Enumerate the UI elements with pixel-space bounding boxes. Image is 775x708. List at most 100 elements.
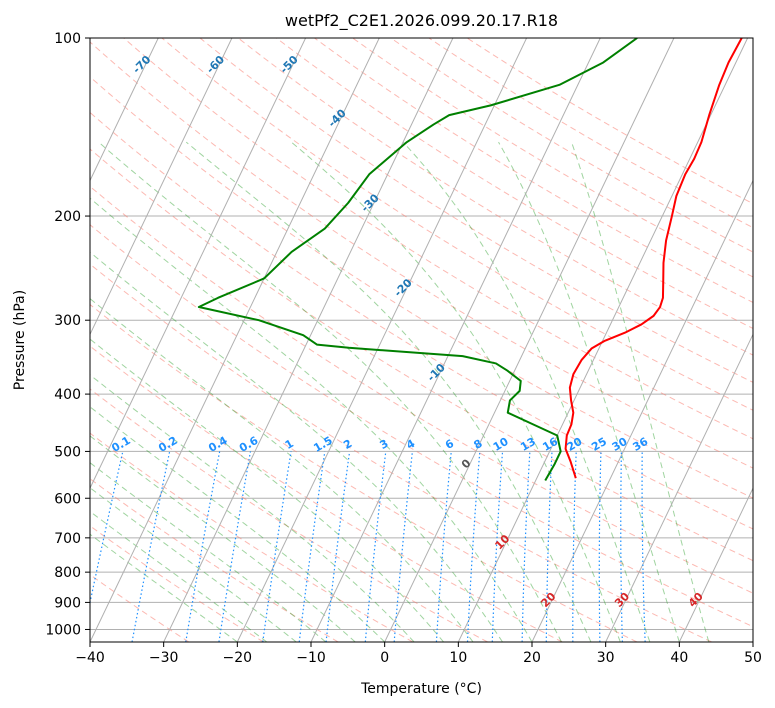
y-tick-label: 400	[54, 387, 81, 403]
moist-adiabat-line	[90, 374, 415, 642]
moist-adiabat-line	[90, 435, 356, 642]
x-tick-label: 30	[597, 650, 615, 666]
moist-adiabat-line	[98, 141, 562, 642]
isotherm-label: -60	[204, 53, 227, 76]
moist-adiabat-line	[498, 141, 680, 642]
y-axis: 100 200 300 400 500 600 700 800 900 1000	[45, 31, 90, 638]
mixing-ratio-line	[598, 451, 602, 642]
skewed-isotherms	[0, 38, 753, 642]
x-axis: −40 −30 −20 −10 0 10 20 30 40 50	[75, 642, 762, 666]
mixing-ratio-line	[435, 451, 452, 642]
mixing-ratio-label: 2	[341, 437, 354, 452]
y-tick-label: 300	[54, 313, 81, 329]
mixing-ratio-line	[393, 451, 414, 642]
plot-frame	[89, 37, 754, 643]
mixing-ratio-label: 4	[404, 437, 417, 452]
dry-adiabat-line	[90, 111, 753, 530]
y-tick-label: 900	[54, 595, 81, 611]
isotherm-label: -20	[392, 276, 415, 299]
x-tick-label: 40	[670, 650, 688, 666]
x-tick-label: 10	[449, 650, 467, 666]
moist-adiabat-line	[90, 406, 386, 642]
isotherm-line	[457, 38, 749, 642]
y-tick-label: 1000	[45, 622, 81, 638]
mixing-ratio-line	[572, 451, 577, 642]
x-tick-label: −20	[223, 650, 253, 666]
dry-adiabat-line	[90, 388, 488, 642]
dry-adiabat-line	[90, 432, 414, 642]
mixing-ratio-label: 3	[378, 437, 391, 452]
mixing-ratio-line	[185, 451, 221, 642]
x-tick-label: −30	[149, 650, 179, 666]
plot-area: -100-90-80-70-60-50-40-30-20-10010203040…	[0, 38, 753, 642]
isotherm-line	[90, 38, 307, 490]
isotherm-line	[531, 179, 753, 642]
moist-adiabats	[90, 141, 710, 642]
mixing-ratio-line	[262, 451, 292, 642]
isotherm-label: -80	[57, 53, 80, 76]
mixing-ratio-line	[641, 451, 646, 642]
isotherm-line	[163, 38, 454, 642]
isotherm-line	[752, 640, 753, 642]
profile-series	[197, 38, 743, 482]
moist-adiabat-line	[90, 338, 444, 642]
y-tick-label: 500	[54, 444, 81, 460]
isotherm-label: -90	[0, 53, 6, 76]
dry-adiabat-line	[90, 345, 563, 642]
dry-adiabat-line	[237, 38, 753, 356]
dry-adiabat-line	[276, 38, 753, 330]
y-tick-label: 600	[54, 491, 81, 507]
mixing-ratio-line	[325, 451, 351, 642]
dry-adiabat-line	[90, 76, 753, 499]
mixing-ratio-line	[90, 451, 124, 606]
isotherm-label: -30	[359, 191, 382, 214]
moist-adiabat-line	[90, 510, 268, 642]
moist-adiabat-line	[185, 141, 592, 642]
moist-adiabat-line	[90, 533, 238, 642]
isotherm-line	[310, 38, 601, 642]
moist-adiabat-line	[90, 462, 327, 642]
dry-adiabat-line	[90, 224, 753, 628]
dry-adiabats	[90, 38, 753, 642]
y-tick-label: 800	[54, 565, 81, 581]
moist-adiabat-line	[90, 487, 297, 642]
moist-adiabat-line	[90, 251, 503, 642]
dry-adiabat-line	[428, 38, 753, 229]
y-tick-label: 100	[54, 31, 81, 47]
dry-adiabat-line	[90, 478, 339, 642]
x-axis-title: Temperature (°C)	[360, 681, 482, 697]
isotherm-label: 0	[459, 456, 474, 471]
isotherm-line	[90, 38, 233, 336]
moist-adiabat-line	[402, 141, 651, 642]
mixing-ratio-line	[218, 451, 252, 642]
pressure-gridlines	[90, 38, 753, 630]
x-tick-label: 20	[523, 650, 541, 666]
y-tick-label: 700	[54, 531, 81, 547]
moist-adiabat-line	[291, 141, 621, 642]
dry-adiabat-line	[390, 38, 753, 253]
x-tick-label: −40	[75, 650, 105, 666]
x-tick-label: 50	[744, 650, 762, 666]
y-tick-label: 200	[54, 209, 81, 225]
dewpoint-profile-line	[197, 38, 638, 482]
isotherm-line	[0, 38, 11, 642]
temperature-profile-line	[564, 38, 743, 479]
mixing-ratio-line	[364, 451, 387, 642]
dry-adiabat-line	[466, 38, 753, 205]
x-tick-label: 0	[380, 650, 389, 666]
mixing-ratio-line	[466, 451, 481, 642]
x-tick-label: −10	[296, 650, 326, 666]
dry-adiabat-line	[90, 525, 264, 642]
isotherm-line	[236, 38, 528, 642]
isotherm-line	[605, 333, 753, 642]
dry-adiabat-line	[352, 38, 753, 278]
chart-title: wetPf2_C2E1.2026.099.20.17.R18	[285, 11, 558, 31]
isotherm-line	[384, 38, 675, 642]
mixing-ratio-lines	[90, 451, 646, 642]
isotherm-label: -40	[326, 106, 349, 129]
mixing-ratio-line	[298, 451, 326, 642]
mixing-ratio-line	[521, 451, 531, 642]
moist-adiabat-line	[90, 297, 474, 642]
